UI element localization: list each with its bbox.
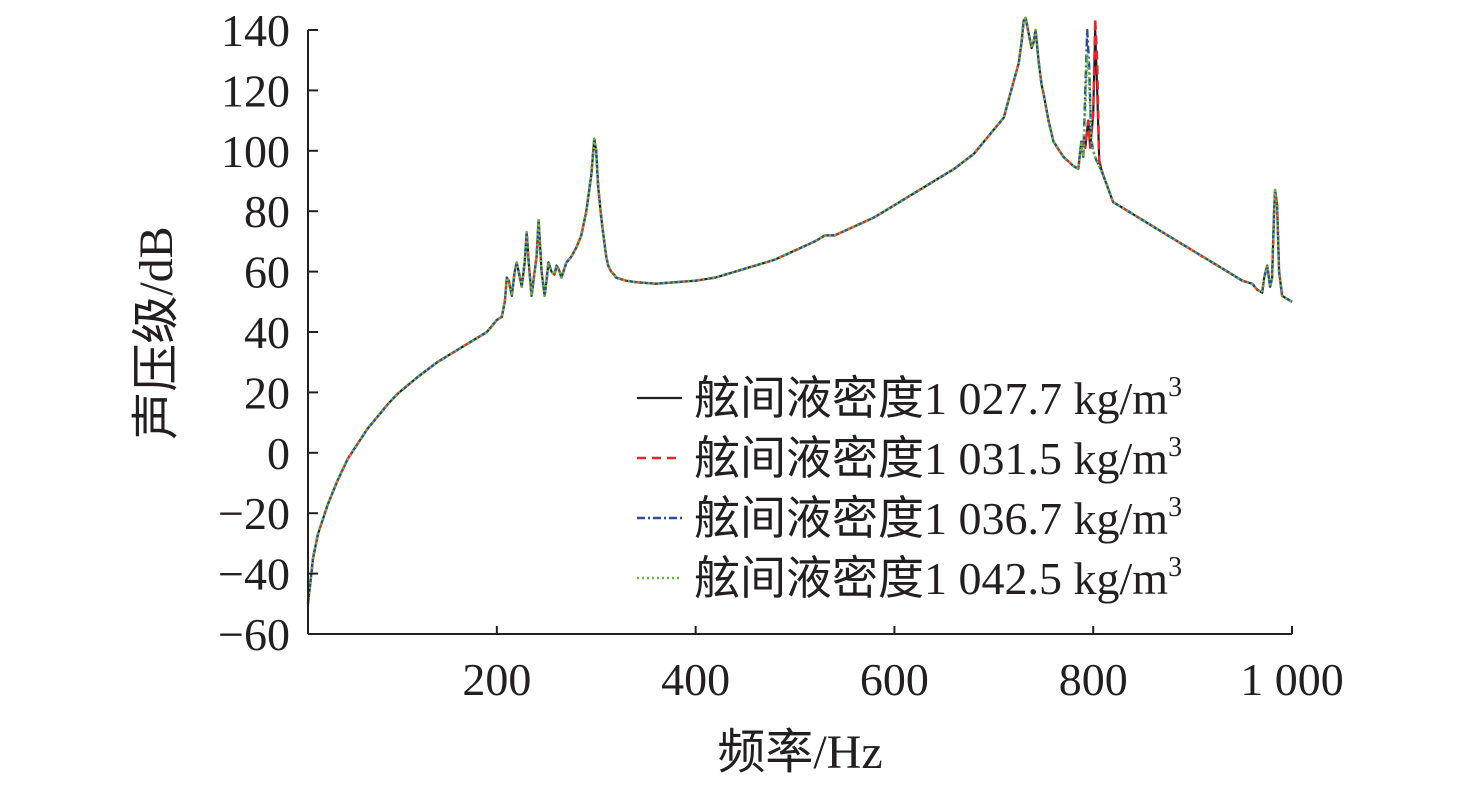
- legend-label-superscript: 3: [1168, 432, 1182, 463]
- legend-label-4: 舷间液密度1 042.5 kg/m3: [694, 552, 1182, 604]
- y-axis-title: 声压级/dB: [130, 226, 183, 439]
- legend-label-text: 舷间液密度1 031.5 kg/m: [694, 433, 1168, 484]
- y-tick-label: 0: [267, 428, 290, 479]
- series-group: [306, 16, 1293, 604]
- x-axis-title: 频率/Hz: [717, 726, 882, 779]
- series-line-4: [306, 16, 1293, 604]
- y-tick-label: −60: [218, 609, 290, 660]
- x-ticks-group: 200 400 600 800 1 000: [462, 626, 1344, 705]
- y-ticks-group: −60 −40 −20 0 20 40 60 80 100 120 140: [218, 5, 318, 660]
- legend-label-2: 舷间液密度1 031.5 kg/m3: [694, 432, 1182, 484]
- legend-label-text: 舷间液密度1 036.7 kg/m: [694, 493, 1168, 544]
- legend-label-superscript: 3: [1168, 552, 1182, 583]
- legend-label-text: 舷间液密度1 027.7 kg/m: [694, 373, 1168, 424]
- legend-label-superscript: 3: [1168, 372, 1182, 403]
- y-tick-label: 60: [244, 247, 290, 298]
- legend-label-3: 舷间液密度1 036.7 kg/m3: [694, 492, 1182, 544]
- y-tick-label: 140: [221, 5, 290, 56]
- y-tick-label: 100: [221, 126, 290, 177]
- y-tick-label: 40: [244, 307, 290, 358]
- legend-label-superscript: 3: [1168, 492, 1182, 523]
- x-tick-label: 600: [860, 654, 929, 705]
- x-tick-label: 800: [1059, 654, 1128, 705]
- y-tick-label: −20: [218, 488, 290, 539]
- y-tick-label: 20: [244, 367, 290, 418]
- legend-label-1: 舷间液密度1 027.7 kg/m3: [694, 372, 1182, 424]
- y-tick-label: 120: [221, 65, 290, 116]
- legend-label-text: 舷间液密度1 042.5 kg/m: [694, 553, 1168, 604]
- x-tick-label: 400: [661, 654, 730, 705]
- y-tick-label: −40: [218, 549, 290, 600]
- x-tick-label: 1 000: [1240, 654, 1344, 705]
- x-tick-label: 200: [462, 654, 531, 705]
- y-tick-label: 80: [244, 186, 290, 237]
